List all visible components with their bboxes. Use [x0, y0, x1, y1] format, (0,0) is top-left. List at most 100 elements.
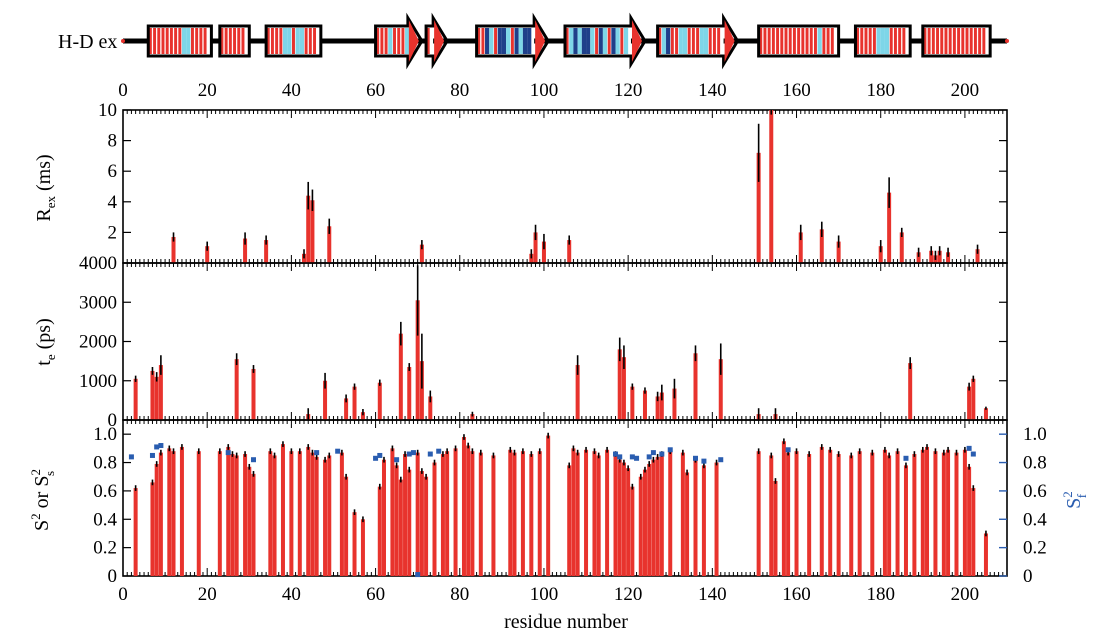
hdex-residue-stripe [969, 28, 973, 54]
hdex-residue-stripe [973, 28, 977, 54]
hdex-protected-stripe [661, 28, 667, 54]
te-bar [323, 380, 328, 420]
top-x-tick-label: 180 [866, 80, 895, 101]
s2-y-tick-label: 0.8 [93, 453, 117, 474]
hdex-residue-stripe [978, 28, 982, 54]
hdex-protected-stripe [573, 28, 578, 54]
hdex-residue-stripe [965, 28, 969, 54]
s2-bar [605, 449, 610, 576]
te-bar [718, 359, 723, 420]
s2-bar [512, 452, 517, 576]
rex-y-tick-label: 10 [98, 100, 117, 121]
sf2-point [718, 457, 724, 463]
s2-frame [122, 419, 1008, 577]
s2-bar [807, 454, 812, 576]
rex-bar [533, 232, 538, 263]
sf2-point [427, 451, 433, 457]
s2-bar [394, 465, 399, 576]
hdex-residue-stripe [203, 28, 207, 54]
s2-bar [967, 466, 972, 576]
te-bar [154, 376, 159, 420]
hdex-strand-head [408, 20, 419, 62]
s2-bar [849, 455, 854, 576]
hdex-residue-stripe [898, 28, 902, 54]
s2-y-tick-label: 0.6 [93, 481, 117, 502]
hdex-strand-head [434, 20, 445, 62]
s2-bar [478, 452, 483, 576]
te-bar [415, 300, 420, 420]
hdex-residue-stripe [270, 28, 274, 54]
hdex-residue-stripe [157, 28, 161, 54]
rex-y-tick-label: 8 [108, 131, 118, 152]
hdex-residue-stripe [426, 28, 430, 54]
rex-bar [264, 240, 269, 263]
hdex-residue-stripe [868, 28, 872, 54]
sf2-point [646, 454, 652, 460]
s2-bar [903, 465, 908, 576]
bottom-x-tick-label: 0 [118, 584, 128, 605]
hdex-residue-stripe [174, 28, 178, 54]
hdex-protected-stripe [388, 28, 393, 54]
rex-y-tick-label: 4 [108, 192, 118, 213]
hdex-residue-stripe [397, 28, 401, 54]
hdex-protected-stripe [590, 28, 595, 54]
rex-bar [306, 195, 311, 263]
te-bar [642, 390, 647, 420]
hdex-protected-stripe [287, 28, 292, 54]
hdex-helix-box [853, 24, 912, 58]
s2-bar [887, 455, 892, 576]
hdex-protected-stripe [623, 28, 629, 54]
hdex-residue-stripe [801, 28, 805, 54]
hdex-strand-arrow [424, 12, 449, 70]
hdex-residue-stripe [494, 28, 498, 54]
hdex-strand-arrow [656, 12, 740, 70]
rex-bar [916, 252, 921, 263]
hdex-residue-stripe [595, 28, 599, 54]
hdex-residue-stripe [797, 28, 801, 54]
rex-bar [243, 238, 248, 263]
hdex-residue-stripe [957, 28, 961, 54]
s2-bar [461, 437, 466, 576]
s2-bar [537, 451, 542, 576]
s2-bar [419, 471, 424, 576]
hdex-residue-stripe [224, 28, 228, 54]
s2-bar [584, 449, 589, 576]
hdex-residue-stripe [148, 28, 152, 54]
sf2-point [314, 450, 320, 456]
hdex-protected-stripe [506, 28, 511, 54]
s2-bar [941, 452, 946, 576]
hdex-residue-stripe [826, 28, 830, 54]
sf2-point [966, 445, 972, 451]
s2-bar [693, 459, 698, 576]
te-bar [428, 396, 433, 420]
hdex-helix-box [146, 24, 213, 58]
te-y-tick-label: 3000 [79, 292, 117, 313]
s2-bar [344, 476, 349, 576]
sf2-point [335, 448, 341, 454]
sf2-point [701, 458, 707, 464]
hdex-residue-stripe [763, 28, 767, 54]
s2-bar [415, 452, 420, 576]
te-bar [234, 359, 239, 420]
s2-bar [390, 448, 395, 576]
s2-bar [407, 469, 412, 576]
s2-bar [596, 455, 601, 576]
sf2-point [613, 451, 619, 457]
sf2-y-tick-label: 0.2 [1023, 538, 1047, 559]
s2-bar [659, 454, 664, 576]
s2-bar [647, 463, 652, 576]
hdex-residue-stripe [936, 28, 940, 54]
bottom-x-tick-label: 60 [366, 584, 385, 605]
s2-bar [508, 449, 513, 576]
s2-bar [895, 451, 900, 576]
hdex-protected-stripe [299, 28, 305, 54]
hdex-residue-stripe [510, 28, 514, 54]
hdex-protected-stripe [522, 28, 528, 54]
te-bar [470, 414, 475, 420]
hdex-strand-arrow [374, 12, 424, 70]
hdex-residue-stripe [220, 28, 224, 54]
te-y-tick-label: 0 [108, 410, 118, 431]
sf2-ylabel: S2f [1060, 491, 1089, 509]
hdex-residue-stripe [767, 28, 771, 54]
s2-bar [268, 451, 273, 576]
